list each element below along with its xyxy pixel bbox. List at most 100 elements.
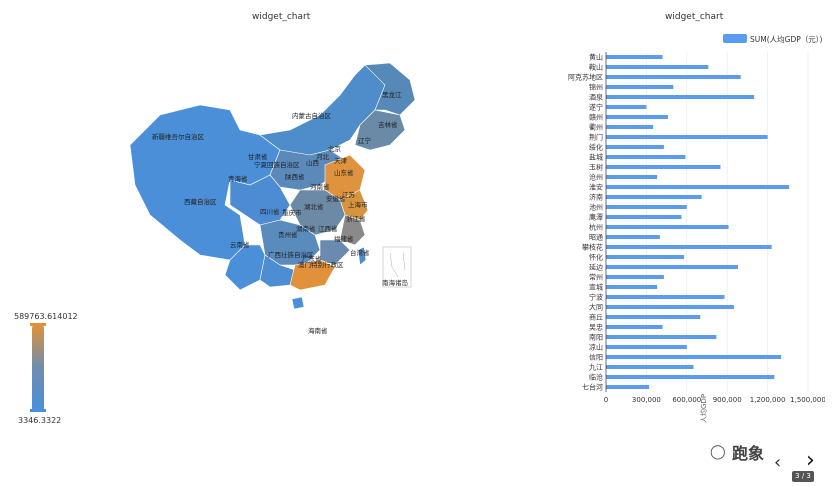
map-label: 四川省 [260, 207, 280, 216]
category-label: 九江 [589, 363, 603, 372]
bar[interactable] [606, 175, 658, 179]
bar[interactable] [606, 205, 687, 209]
map-label: 澳门特别行政区 [298, 260, 344, 269]
bar[interactable] [606, 195, 702, 199]
map-label: 北京 [328, 144, 342, 153]
bar[interactable] [606, 125, 654, 129]
map-label: 内蒙古自治区 [292, 111, 332, 120]
wechat-icon: ◯ [710, 444, 726, 460]
visual-map-bar[interactable] [32, 325, 44, 411]
map-label: 黑龙江 [382, 90, 402, 99]
bar[interactable] [606, 145, 664, 149]
map-label: 天津 [334, 157, 348, 165]
map-label: 吉林省 [378, 120, 398, 129]
x-tick-labels: 0 300,000 600,000 900,000 1,200,000 1,500,000 [604, 396, 825, 404]
bar[interactable] [606, 325, 663, 329]
map-label: 河南省 [310, 182, 330, 191]
category-label: 绥化 [589, 143, 603, 152]
map-label: 山东省 [334, 168, 354, 177]
visual-map-handle-top[interactable] [30, 323, 46, 326]
legend-swatch[interactable] [723, 34, 747, 43]
category-label: 衢州 [589, 123, 603, 132]
bar[interactable] [606, 375, 775, 379]
china-map: 黑龙江 内蒙古自治区 新疆维吾尔自治区 吉林省 辽宁 北京 河北 天津 山西 宁… [120, 55, 420, 395]
category-label: 玉树 [589, 163, 603, 172]
category-label: 南阳 [589, 333, 603, 342]
bar[interactable] [606, 165, 721, 169]
bar[interactable] [606, 235, 660, 239]
watermark-text: 跑象 [732, 444, 765, 463]
bar[interactable] [606, 215, 682, 219]
map-label: 西藏自治区 [184, 197, 217, 206]
category-label: 昭通 [589, 233, 603, 242]
map-label: 浙江省 [346, 214, 366, 223]
category-label: 鹰潭 [589, 213, 603, 222]
bar[interactable] [606, 245, 772, 249]
category-label: 七台河 [582, 383, 603, 392]
bar[interactable] [606, 355, 782, 359]
bar[interactable] [606, 55, 663, 59]
map-region-guangdong [289, 259, 336, 291]
bar[interactable] [606, 255, 685, 259]
chevron-right-icon[interactable]: › [806, 448, 815, 473]
bar[interactable] [606, 365, 694, 369]
category-label: 鞍山 [589, 63, 603, 72]
bar[interactable] [606, 335, 717, 339]
bar[interactable] [606, 95, 755, 99]
bar[interactable] [606, 265, 738, 269]
x-tick-label: 300,000 [632, 396, 661, 404]
bar[interactable] [606, 275, 664, 279]
category-label: 凉山 [589, 343, 603, 352]
map-label: 山西 [306, 158, 320, 167]
category-label: 怀化 [589, 253, 603, 262]
bar[interactable] [606, 385, 650, 389]
map-label: 福建省 [334, 234, 354, 243]
bar[interactable] [606, 105, 647, 109]
bar[interactable] [606, 85, 674, 89]
category-label: 黄山 [589, 53, 603, 62]
bar-title: widget_chart [665, 12, 724, 22]
bar[interactable] [606, 285, 658, 289]
category-label: 信阳 [589, 353, 603, 362]
category-label: 商丘 [589, 313, 603, 322]
chevron-left-icon[interactable]: ‹ [774, 452, 782, 473]
map-label: 湖南省 [296, 224, 316, 233]
map-region-zhejiang [339, 214, 366, 246]
map-region-central [289, 189, 346, 236]
category-label: 锦州 [589, 83, 603, 92]
map-label: 安徽省 [326, 194, 346, 203]
map-label: 辽宁 [358, 136, 372, 145]
map-label: 海南省 [308, 326, 328, 335]
category-label: 吴忠 [589, 324, 603, 332]
map-label: 青海省 [228, 174, 248, 183]
map-label: 江西省 [318, 224, 338, 233]
legend-label[interactable]: SUM(人均GDP（元）) [750, 34, 823, 44]
category-label: 荆门 [589, 133, 603, 142]
bar[interactable] [606, 65, 709, 69]
bar[interactable] [606, 295, 725, 299]
map-label: 南海诸岛 [382, 278, 408, 287]
bar[interactable] [606, 135, 768, 139]
map-label: 甘肃省 [248, 152, 268, 161]
map-label: 湖北省 [304, 202, 324, 211]
bar[interactable] [606, 315, 701, 319]
category-label: 阿克苏地区 [568, 73, 603, 82]
bar[interactable] [606, 155, 686, 159]
map-title: widget_chart [252, 12, 311, 22]
bar-chart: SUM(人均GDP（元）) 黄山鞍山阿克苏地区锦州酒泉遂宁赣州衢州荆门绥化盐城玉… [568, 34, 825, 423]
category-label: 延边 [589, 263, 603, 272]
category-label: 酒泉 [589, 93, 603, 102]
category-label: 池州 [589, 203, 603, 212]
x-axis-label: 人均GDP [699, 394, 708, 423]
bar[interactable] [606, 75, 741, 79]
category-label: 赣州 [589, 113, 603, 122]
bar[interactable] [606, 225, 729, 229]
bar[interactable] [606, 305, 734, 309]
bar[interactable] [606, 345, 687, 349]
bar[interactable] [606, 185, 790, 189]
visual-map-handle-bottom[interactable] [30, 409, 46, 412]
category-label: 宁波 [589, 293, 603, 302]
bar[interactable] [606, 115, 668, 119]
map-label: 上海市 [348, 200, 368, 209]
category-label: 淮安 [589, 183, 603, 192]
